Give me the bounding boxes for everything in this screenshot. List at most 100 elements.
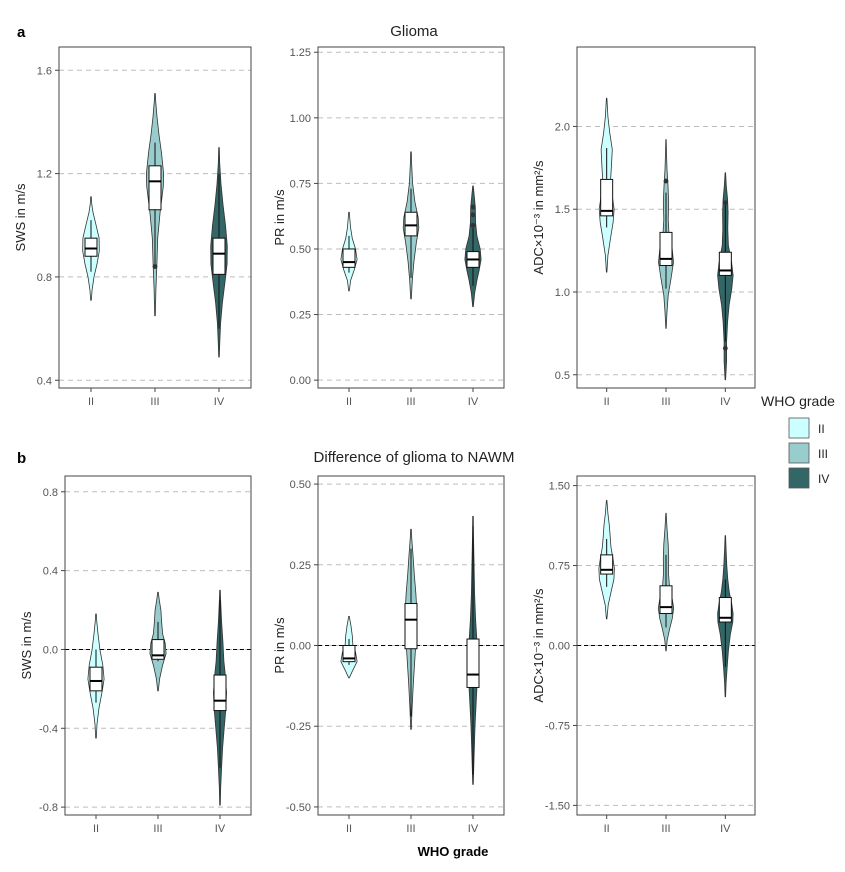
panel-b-sws-group-iii (149, 591, 167, 692)
panel-a-sws-xtick-label-0: II (88, 396, 94, 408)
panel-b-pr-xtick-label-2: IV (468, 823, 479, 835)
panel-a-pr-outlier-iv-2 (470, 204, 476, 210)
panel-a-adc-box-iii (659, 231, 673, 267)
panel-a-adc-xtick-label-2: IV (720, 396, 731, 408)
panel-b-pr-group-iv (466, 516, 480, 785)
panel-a-adc-ytick-label-2: 1.5 (555, 204, 570, 216)
panel-b-sws-xtick-label-0: II (93, 823, 99, 835)
panel-a-pr-box-ii (342, 248, 356, 268)
panel-a-sws-xtick-label-2: IV (214, 396, 225, 408)
panel-b-sws-group-iv (213, 589, 227, 806)
legend-label-iv: IV (818, 472, 829, 486)
panel-a-sws-box-iv (212, 237, 226, 275)
panel-a-pr-ytick-label-1: 0.25 (290, 310, 311, 322)
panel-a-sws-group-iv (210, 147, 228, 358)
panel-b-pr-xtick-label-0: II (346, 823, 352, 835)
panel-a-sws-box-ii (84, 237, 98, 257)
shared-x-axis-label: WHO grade (418, 844, 489, 859)
panel-b-letter: b (17, 450, 26, 467)
panel-b-sws-box-iv (213, 674, 227, 712)
legend-item-iv: IV (788, 467, 829, 489)
panel-a-adc-group-iii (658, 139, 674, 329)
panel-b-sws-ytick-label-4: 0.8 (43, 487, 58, 499)
panel-a-sws-group-ii (82, 196, 100, 301)
panel-b-adc-group-ii (598, 500, 615, 620)
panel-a-pr-ytick-label-0: 0.00 (290, 375, 311, 387)
panel-a-pr-y-axis-label: PR in m/s (272, 189, 287, 246)
panel-b-pr-xtick-label-1: III (406, 823, 415, 835)
panel-b-adc-box-iii (659, 585, 673, 615)
panel-a-title: Glioma (390, 23, 438, 40)
panel-a-sws-ytick-label-0: 0.4 (37, 375, 52, 387)
panel-a-sws-y-axis-label: SWS in m/s (13, 183, 28, 251)
panel-b-adc-xtick-label-0: II (604, 823, 610, 835)
panel-b-adc-box-ii (600, 554, 614, 575)
panel-b-sws-box-ii (89, 666, 103, 692)
panel-a-pr-xtick-label-2: IV (468, 396, 479, 408)
panel-b-adc-group-iv (717, 535, 734, 698)
panel-a-pr-ytick-label-4: 1.00 (290, 113, 311, 125)
panel-b-adc-xtick-label-1: III (661, 823, 670, 835)
panel-a-pr-xtick-label-0: II (346, 396, 352, 408)
panel-b-adc-xtick-label-2: IV (720, 823, 731, 835)
panel-a-pr-group-iii (402, 151, 420, 300)
panel-b-adc-ytick-label-4: 1.50 (549, 481, 570, 493)
panel-b-sws-xtick-label-2: IV (215, 823, 226, 835)
legend: WHO grade II III IV (761, 393, 835, 489)
panel-a-adc-ytick-label-3: 2.0 (555, 121, 570, 133)
panel-a-sws-ytick-label-2: 1.2 (37, 169, 52, 181)
panel-a-adc-ytick-label-1: 1.0 (555, 287, 570, 299)
panel-b-sws-y-axis-label: SWS in m/s (19, 611, 34, 679)
panel-b-adc-ytick-label-3: 0.75 (549, 561, 570, 573)
panel-a-adc-group-iv (717, 172, 734, 381)
panel-a-pr-outlier-iv-0 (470, 222, 476, 228)
panel-a-pr-group-ii (340, 211, 358, 292)
panel-a-sws-ytick-label-1: 0.8 (37, 272, 52, 284)
panel-a-pr-outlier-iv-1 (470, 212, 476, 218)
panel-a-sws-box-iii (148, 165, 162, 211)
panel-a-adc-outlier-iii-0 (663, 178, 669, 184)
panel-a-letter: a (17, 24, 26, 41)
panel-a-adc-xtick-label-0: II (604, 396, 610, 408)
panel-b-sws-ytick-label-2: 0.0 (43, 644, 58, 656)
panel-b-pr-box-iii (404, 603, 418, 650)
panel-a-adc-group-ii (598, 97, 615, 273)
legend-swatch-ii (788, 417, 810, 439)
panel-a-sws-ytick-label-3: 1.6 (37, 65, 52, 77)
panel-a-adc-outlier-iv-1 (722, 345, 728, 351)
panel-b-pr-ytick-label-0: -0.50 (286, 802, 311, 814)
panel-a-pr-xtick-label-1: III (406, 396, 415, 408)
panel-a-pr-ytick-label-2: 0.50 (290, 244, 311, 256)
panel-a-adc-box-ii (600, 178, 614, 217)
panel-b-pr-group-ii (340, 616, 358, 679)
panel-b-adc-group-iii (657, 512, 675, 652)
panel-b-pr-group-iii (404, 528, 418, 730)
panel-a-adc-xtick-label-1: III (661, 396, 670, 408)
panel-a-pr-box-iii (404, 211, 418, 237)
panel-b-pr-box-iv (466, 638, 480, 688)
panel-b-pr-y-axis-label: PR in m/s (272, 617, 287, 674)
panel-b-adc-y-axis-label: ADC×10⁻³ in mm²/s (531, 588, 546, 703)
legend-label-ii: II (818, 422, 825, 436)
panel-b-pr-ytick-label-1: -0.25 (286, 721, 311, 733)
panel-b-adc-ytick-label-1: -0.75 (545, 720, 570, 732)
panel-b-title: Difference of glioma to NAWM (314, 449, 515, 466)
panel-a-sws-outlier-iii-0 (152, 264, 158, 269)
panel-a-sws-xtick-label-1: III (150, 396, 159, 408)
panel-b-sws-ytick-label-3: 0.4 (43, 566, 58, 578)
panel-b-pr-ytick-label-4: 0.50 (290, 479, 311, 491)
legend-item-iii: III (788, 442, 828, 464)
panel-b-adc-ytick-label-0: -1.50 (545, 800, 570, 812)
legend-title: WHO grade (761, 393, 835, 409)
legend-swatch-iv (788, 467, 810, 489)
panel-a-pr-ytick-label-5: 1.25 (290, 47, 311, 59)
panel-b-sws-ytick-label-0: -0.8 (39, 802, 58, 814)
panel-b-sws-ytick-label-1: -0.4 (39, 723, 58, 735)
